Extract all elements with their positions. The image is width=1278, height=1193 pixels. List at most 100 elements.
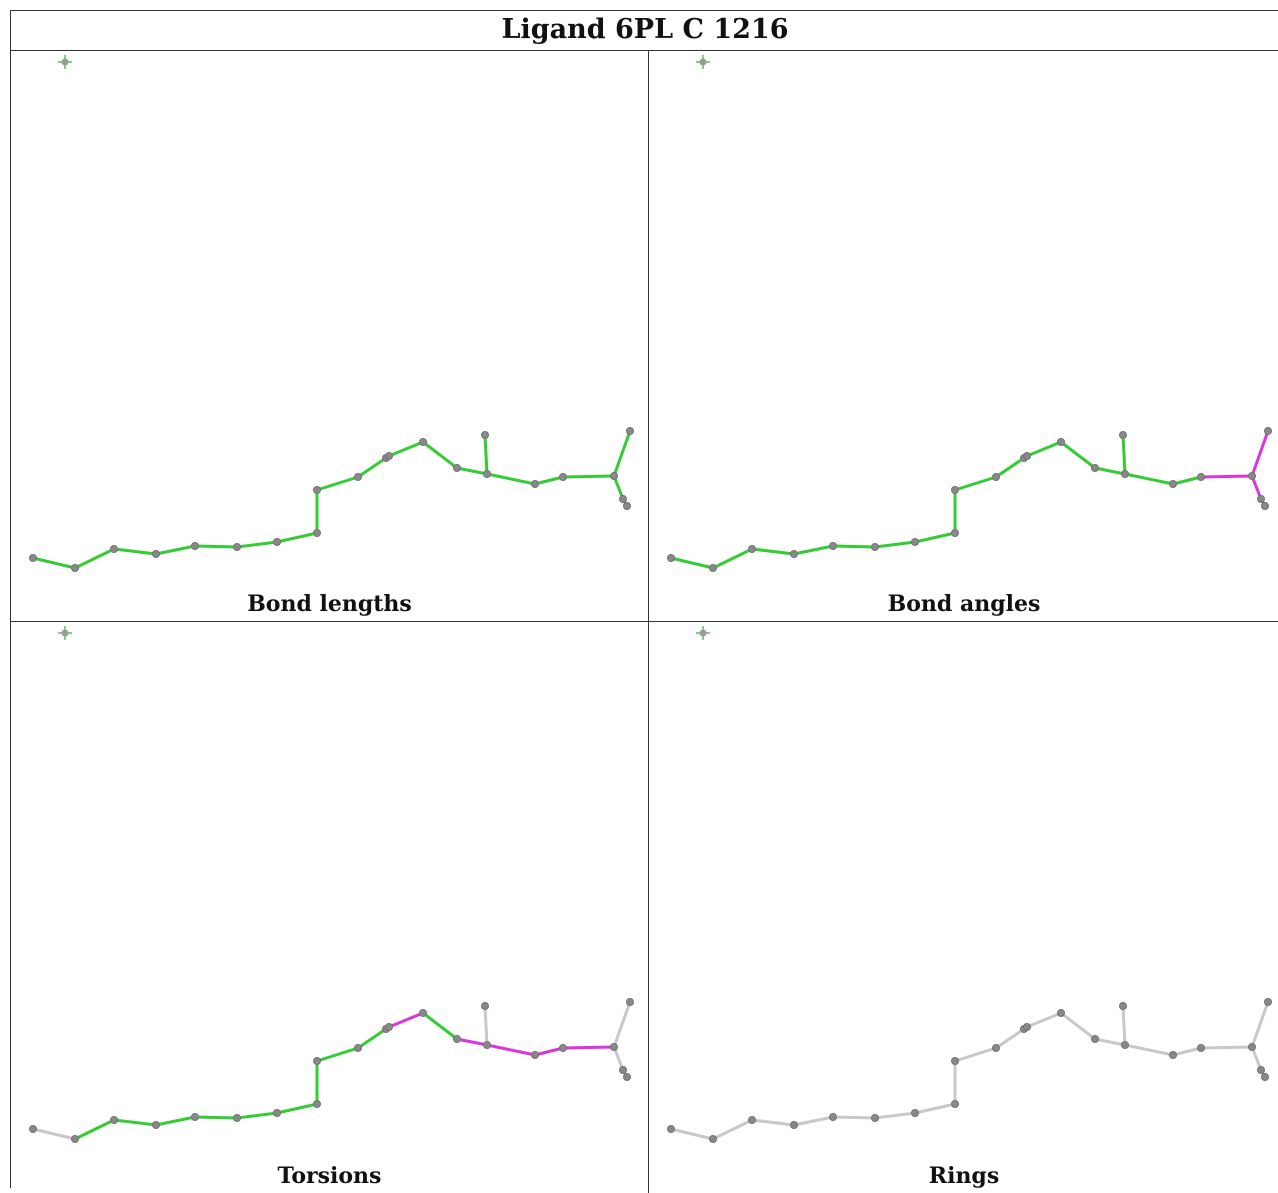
- molecule-view: [666, 55, 1273, 573]
- bond: [1025, 1011, 1063, 1029]
- atom: [272, 537, 281, 546]
- atom: [312, 485, 321, 494]
- bond: [1250, 1045, 1263, 1072]
- atom: [531, 1050, 540, 1059]
- atom: [828, 541, 837, 550]
- atom: [870, 1113, 879, 1122]
- bond: [612, 474, 625, 501]
- bond: [1093, 466, 1127, 476]
- atom: [1264, 426, 1273, 435]
- bond: [612, 1000, 632, 1049]
- bond: [1250, 429, 1270, 478]
- origin-marker-icon: [696, 626, 710, 640]
- bond: [913, 1102, 957, 1115]
- bond: [612, 1045, 625, 1072]
- bond: [235, 1111, 279, 1120]
- atom: [232, 1113, 241, 1122]
- bond: [873, 1111, 917, 1120]
- atom: [950, 1056, 959, 1065]
- panel-bond-lengths: Bond lengths: [11, 51, 649, 622]
- atom: [870, 542, 879, 551]
- bond: [873, 540, 917, 549]
- atom: [789, 1120, 798, 1129]
- figure-title: Ligand 6PL C 1216: [11, 11, 1278, 51]
- bond: [483, 433, 489, 476]
- molecule-view: [666, 626, 1273, 1144]
- bond: [315, 475, 360, 492]
- bond: [31, 1127, 77, 1141]
- atom: [619, 494, 628, 503]
- bond: [387, 440, 425, 458]
- atom: [1118, 1001, 1127, 1010]
- bond: [112, 547, 158, 556]
- panel-rings: Rings: [649, 622, 1278, 1193]
- atom: [452, 463, 461, 472]
- molecule-view: [28, 55, 635, 573]
- atom: [1197, 472, 1206, 481]
- panel-caption: Bond lengths: [247, 591, 412, 617]
- atom: [991, 1043, 1000, 1052]
- atom: [151, 549, 160, 558]
- bond: [533, 1046, 565, 1057]
- atom: [748, 544, 757, 553]
- atom: [610, 1042, 619, 1051]
- bond: [356, 1027, 388, 1050]
- bond: [235, 540, 279, 549]
- bond: [485, 472, 537, 486]
- atom: [71, 564, 80, 573]
- atom: [110, 1115, 119, 1124]
- bond: [485, 1043, 537, 1057]
- bond: [792, 1115, 835, 1127]
- atom: [418, 437, 427, 446]
- panel-torsions: Torsions: [11, 622, 649, 1193]
- atom: [190, 541, 199, 550]
- bond: [1123, 1043, 1175, 1057]
- bond: [387, 1011, 425, 1029]
- bond: [73, 547, 116, 570]
- atom: [910, 1108, 919, 1117]
- atom: [232, 542, 241, 551]
- bond: [455, 1037, 489, 1047]
- atom: [626, 997, 635, 1006]
- atom: [71, 1135, 80, 1144]
- bond: [154, 1115, 197, 1127]
- atom: [190, 1112, 199, 1121]
- atom: [626, 426, 635, 435]
- bond: [73, 1118, 116, 1141]
- atom: [384, 1022, 393, 1031]
- panel-caption: Bond angles: [887, 591, 1041, 617]
- bond: [455, 466, 489, 476]
- bond: [1250, 1000, 1270, 1049]
- atom: [623, 1072, 632, 1081]
- bond: [1059, 1011, 1097, 1041]
- atom: [1169, 479, 1178, 488]
- bond: [112, 1118, 158, 1127]
- bond: [1250, 474, 1263, 501]
- atom: [1118, 430, 1127, 439]
- atom: [28, 553, 37, 562]
- atom: [272, 1108, 281, 1117]
- bond: [275, 531, 319, 544]
- atom: [1056, 1008, 1065, 1017]
- bond: [561, 1045, 616, 1050]
- atom: [1022, 451, 1031, 460]
- bond: [994, 1027, 1026, 1050]
- atom: [1257, 1065, 1266, 1074]
- bond: [831, 544, 877, 549]
- atom: [482, 469, 491, 478]
- atom: [531, 479, 540, 488]
- atom: [418, 1008, 427, 1017]
- bond: [750, 547, 796, 556]
- panel-caption: Torsions: [277, 1163, 382, 1189]
- bond: [315, 1046, 360, 1063]
- bond: [1025, 440, 1063, 458]
- atom: [1090, 463, 1099, 472]
- bond: [1121, 1004, 1127, 1047]
- atom: [28, 1124, 37, 1133]
- bond: [1093, 1037, 1127, 1047]
- bond: [561, 474, 616, 479]
- atom: [1169, 1050, 1178, 1059]
- bond: [421, 440, 459, 470]
- atom: [1022, 1022, 1031, 1031]
- bond: [1059, 440, 1097, 470]
